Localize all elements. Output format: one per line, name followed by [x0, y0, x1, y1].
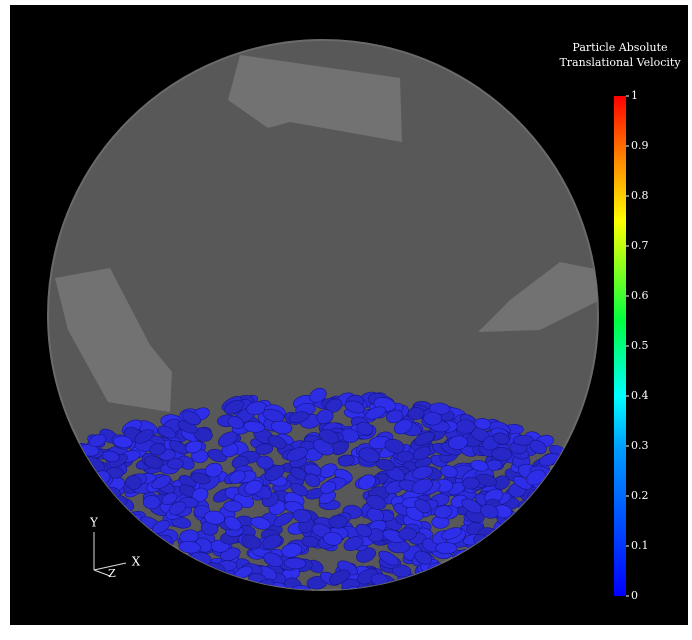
colorbar-tick-label: 0.8 — [631, 189, 649, 202]
colorbar-tick-label: 0.6 — [631, 289, 649, 302]
colorbar-tick-label: 0.5 — [631, 339, 649, 352]
particle — [143, 495, 160, 509]
particle — [456, 420, 475, 434]
particle — [435, 542, 457, 554]
colorbar-tick-label: 1 — [631, 89, 638, 102]
axis-label: Y — [89, 516, 99, 530]
colorbar-tick-label: 0.2 — [631, 489, 649, 502]
render-view: Particle Absolute Translational Velocity… — [0, 0, 692, 640]
axis-label: Z — [108, 567, 116, 580]
axis-label: X — [132, 555, 141, 569]
colorbar-tick-label: 0.9 — [631, 139, 649, 152]
particle — [423, 412, 442, 426]
colorbar — [614, 96, 626, 596]
colorbar-tick-label: 0.7 — [631, 239, 649, 252]
colorbar-tick-label: 0 — [631, 589, 638, 602]
screenshot: Particle Absolute Translational Velocity… — [0, 0, 692, 640]
colorbar-tick-label: 0.3 — [631, 439, 649, 452]
colorbar-tick-label: 0.4 — [631, 389, 649, 402]
colorbar-title: Translational Velocity — [559, 56, 681, 69]
colorbar-title: Particle Absolute — [572, 41, 667, 54]
colorbar-tick-label: 0.1 — [631, 539, 649, 552]
